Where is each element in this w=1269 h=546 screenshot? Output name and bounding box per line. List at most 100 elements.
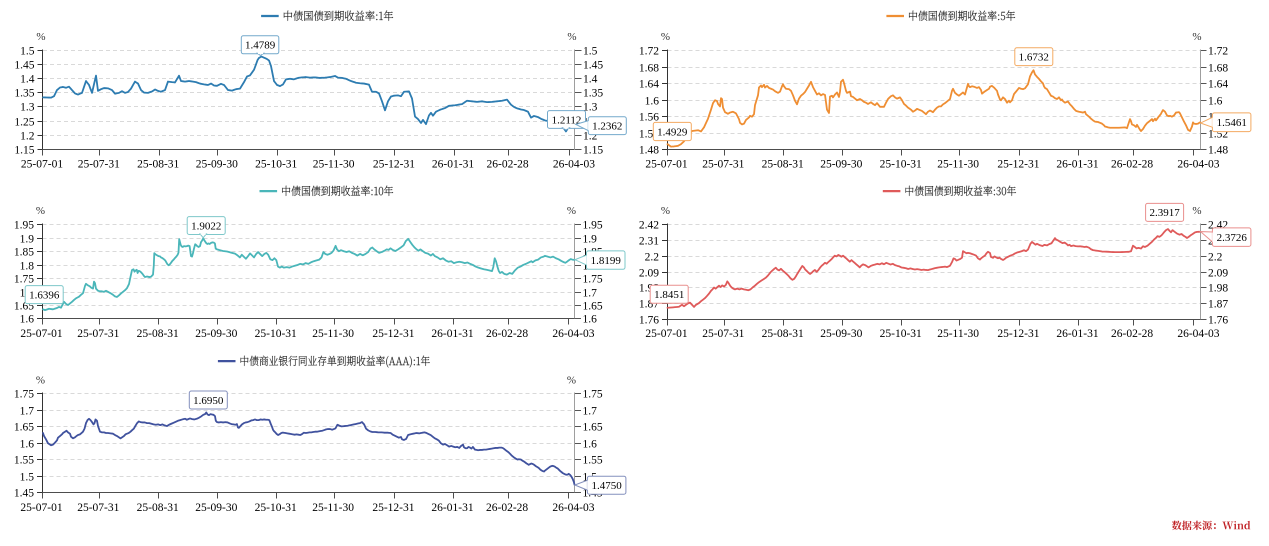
svg-text:25-08-31: 25-08-31 bbox=[137, 328, 179, 340]
svg-text:1.35: 1.35 bbox=[14, 87, 34, 99]
svg-text:%: % bbox=[36, 205, 45, 217]
svg-text:1.55: 1.55 bbox=[14, 454, 34, 466]
svg-text:25-10-31: 25-10-31 bbox=[255, 328, 297, 340]
svg-text:%: % bbox=[567, 374, 576, 386]
svg-text:1.68: 1.68 bbox=[1208, 62, 1228, 74]
svg-text:26-04-03: 26-04-03 bbox=[1177, 328, 1219, 340]
svg-text:25-07-31: 25-07-31 bbox=[78, 158, 120, 170]
svg-text:1.48: 1.48 bbox=[1208, 144, 1228, 156]
svg-text:2.09: 2.09 bbox=[1208, 267, 1228, 279]
svg-text:1.9: 1.9 bbox=[583, 233, 598, 245]
svg-text:25-08-31: 25-08-31 bbox=[137, 158, 179, 170]
svg-text:1.65: 1.65 bbox=[583, 300, 603, 312]
svg-text:%: % bbox=[567, 31, 576, 43]
svg-text:25-11-30: 25-11-30 bbox=[937, 158, 979, 170]
svg-text:1.5: 1.5 bbox=[20, 45, 35, 57]
svg-text:1.64: 1.64 bbox=[639, 78, 659, 90]
svg-text:25-12-31: 25-12-31 bbox=[372, 328, 414, 340]
svg-text:26-02-28: 26-02-28 bbox=[1111, 328, 1153, 340]
svg-text:1.4929: 1.4929 bbox=[657, 126, 688, 138]
svg-text:25-09-30: 25-09-30 bbox=[820, 158, 862, 170]
svg-text:1.72: 1.72 bbox=[639, 45, 659, 57]
svg-text:1.9: 1.9 bbox=[20, 233, 35, 245]
svg-text:25-07-01: 25-07-01 bbox=[645, 328, 687, 340]
svg-text:1.15: 1.15 bbox=[583, 144, 603, 156]
svg-text:1.8451: 1.8451 bbox=[654, 289, 684, 301]
svg-text:1.4: 1.4 bbox=[583, 73, 598, 85]
svg-text:26-01-31: 26-01-31 bbox=[431, 502, 473, 514]
svg-text:1.2: 1.2 bbox=[20, 130, 35, 142]
svg-text:25-07-01: 25-07-01 bbox=[645, 158, 687, 170]
svg-text:1.15: 1.15 bbox=[14, 144, 34, 156]
svg-text:25-09-30: 25-09-30 bbox=[196, 158, 238, 170]
svg-text:1.45: 1.45 bbox=[583, 59, 603, 71]
svg-text:1.98: 1.98 bbox=[1208, 282, 1228, 294]
svg-text:1.68: 1.68 bbox=[639, 62, 659, 74]
svg-text:25-07-31: 25-07-31 bbox=[77, 328, 119, 340]
svg-text:%: % bbox=[1192, 31, 1201, 43]
svg-text:25-10-31: 25-10-31 bbox=[880, 158, 922, 170]
svg-text:1.6: 1.6 bbox=[583, 438, 598, 450]
svg-text:2.3726: 2.3726 bbox=[1217, 232, 1248, 244]
svg-text:1.76: 1.76 bbox=[639, 314, 659, 326]
svg-text:25-08-31: 25-08-31 bbox=[762, 328, 804, 340]
svg-text:1.95: 1.95 bbox=[583, 219, 603, 231]
svg-text:25-09-30: 25-09-30 bbox=[820, 328, 862, 340]
svg-text:1.3: 1.3 bbox=[20, 101, 35, 113]
svg-text:1.75: 1.75 bbox=[583, 388, 603, 400]
svg-text:26-01-31: 26-01-31 bbox=[1056, 328, 1098, 340]
svg-text:1.75: 1.75 bbox=[14, 388, 34, 400]
svg-text:1.87: 1.87 bbox=[1208, 298, 1228, 310]
svg-text:1.8199: 1.8199 bbox=[591, 255, 622, 267]
svg-text:1.7: 1.7 bbox=[20, 405, 35, 417]
svg-text:1.6: 1.6 bbox=[645, 95, 660, 107]
svg-text:1.45: 1.45 bbox=[14, 487, 34, 499]
svg-text:%: % bbox=[661, 205, 670, 217]
svg-text:26-04-03: 26-04-03 bbox=[1177, 158, 1219, 170]
svg-text:1.65: 1.65 bbox=[583, 421, 603, 433]
svg-text:25-11-30: 25-11-30 bbox=[313, 158, 355, 170]
svg-text:1.4789: 1.4789 bbox=[245, 40, 276, 52]
svg-text:1.7: 1.7 bbox=[583, 287, 598, 299]
svg-text:1.55: 1.55 bbox=[583, 454, 603, 466]
svg-text:25-11-30: 25-11-30 bbox=[937, 328, 979, 340]
svg-text:26-01-31: 26-01-31 bbox=[431, 328, 473, 340]
svg-text:26-01-31: 26-01-31 bbox=[432, 158, 474, 170]
svg-text:26-04-03: 26-04-03 bbox=[552, 328, 594, 340]
svg-text:2.31: 2.31 bbox=[639, 235, 659, 247]
svg-text:1.85: 1.85 bbox=[14, 246, 34, 258]
svg-text:26-02-28: 26-02-28 bbox=[1111, 158, 1153, 170]
svg-text:1.6396: 1.6396 bbox=[29, 289, 60, 301]
svg-text:1.6732: 1.6732 bbox=[1019, 52, 1049, 64]
svg-text:25-08-31: 25-08-31 bbox=[137, 502, 179, 514]
svg-text:1.6: 1.6 bbox=[20, 313, 35, 325]
svg-text:%: % bbox=[36, 374, 45, 386]
svg-text:26-02-28: 26-02-28 bbox=[486, 502, 528, 514]
svg-text:26-04-03: 26-04-03 bbox=[553, 158, 595, 170]
svg-text:1.25: 1.25 bbox=[14, 116, 34, 128]
svg-text:1.2362: 1.2362 bbox=[592, 121, 622, 133]
svg-text:25-08-31: 25-08-31 bbox=[762, 158, 804, 170]
svg-text:1.45: 1.45 bbox=[14, 59, 34, 71]
svg-text:%: % bbox=[567, 205, 576, 217]
svg-text:25-12-31: 25-12-31 bbox=[997, 328, 1039, 340]
svg-text:1.3: 1.3 bbox=[583, 101, 598, 113]
svg-text:1.65: 1.65 bbox=[14, 421, 34, 433]
svg-text:25-09-30: 25-09-30 bbox=[195, 328, 237, 340]
svg-text:2.3917: 2.3917 bbox=[1149, 207, 1180, 219]
svg-text:2.42: 2.42 bbox=[639, 219, 659, 231]
svg-text:25-09-30: 25-09-30 bbox=[195, 502, 237, 514]
svg-text:1.8: 1.8 bbox=[20, 260, 35, 272]
svg-text:1.64: 1.64 bbox=[1208, 78, 1228, 90]
svg-text:25-12-31: 25-12-31 bbox=[372, 502, 414, 514]
svg-text:%: % bbox=[1192, 205, 1201, 217]
svg-text:1.9022: 1.9022 bbox=[191, 220, 221, 232]
svg-text:2.2: 2.2 bbox=[645, 251, 660, 263]
svg-text:%: % bbox=[36, 31, 45, 43]
svg-text:1.48: 1.48 bbox=[639, 144, 659, 156]
svg-text:25-07-01: 25-07-01 bbox=[20, 328, 62, 340]
svg-text:26-02-28: 26-02-28 bbox=[486, 328, 528, 340]
svg-text:25-10-31: 25-10-31 bbox=[255, 158, 297, 170]
svg-text:1.76: 1.76 bbox=[1208, 314, 1228, 326]
svg-text:1.5461: 1.5461 bbox=[1217, 117, 1247, 129]
